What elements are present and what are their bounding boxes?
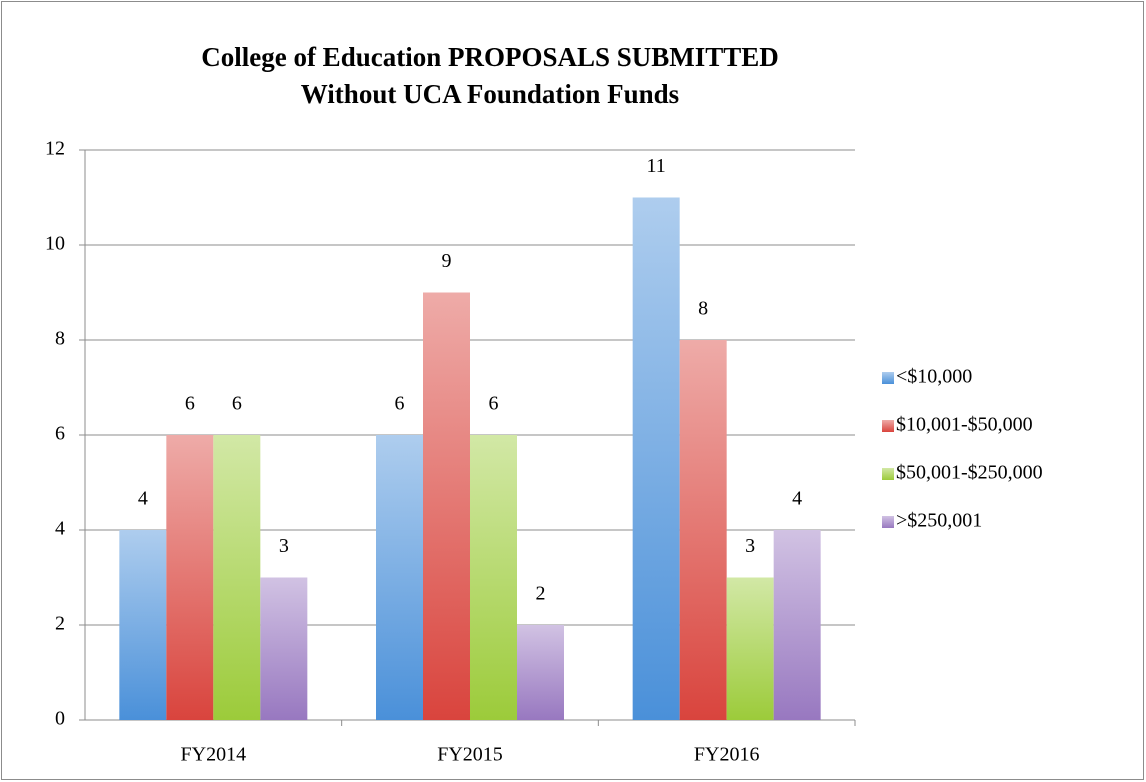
legend-swatch	[882, 420, 894, 432]
bar	[773, 530, 821, 720]
bar	[423, 292, 470, 720]
y-tick-label: 6	[55, 423, 65, 445]
chart-title: Without UCA Foundation Funds	[301, 79, 679, 109]
bar	[726, 577, 774, 720]
data-label: 9	[442, 250, 452, 272]
data-label: 11	[647, 155, 666, 177]
data-label: 8	[698, 298, 708, 320]
data-label: 2	[536, 583, 546, 605]
x-tick-label: FY2015	[437, 744, 503, 766]
data-label: 6	[232, 393, 242, 415]
bar	[679, 340, 727, 720]
legend-swatch	[882, 516, 894, 528]
data-label: 6	[395, 393, 405, 415]
legend-swatch	[882, 372, 894, 384]
x-tick-label: FY2014	[181, 744, 247, 766]
legend-label: $50,001-$250,000	[896, 462, 1043, 484]
legend-swatch	[882, 468, 894, 480]
y-tick-label: 0	[55, 708, 65, 730]
bar	[517, 625, 564, 720]
data-label: 6	[185, 393, 195, 415]
legend-label: <$10,000	[896, 366, 972, 388]
data-label: 3	[745, 535, 755, 557]
bar	[376, 435, 423, 720]
y-tick-label: 12	[45, 138, 65, 160]
y-tick-label: 2	[55, 613, 65, 635]
data-label: 6	[489, 393, 499, 415]
bar	[632, 197, 680, 720]
y-tick-label: 4	[55, 518, 65, 540]
y-tick-label: 8	[55, 328, 65, 350]
x-tick-label: FY2016	[694, 744, 760, 766]
data-label: 4	[792, 488, 802, 510]
chart-title: College of Education PROPOSALS SUBMITTED	[201, 42, 779, 72]
bar	[470, 435, 517, 720]
y-tick-label: 10	[45, 233, 65, 255]
bar	[119, 530, 167, 720]
bar	[213, 435, 261, 720]
bar	[166, 435, 214, 720]
legend-label: $10,001-$50,000	[896, 414, 1033, 436]
data-label: 3	[279, 535, 289, 557]
data-label: 4	[138, 488, 148, 510]
bar	[260, 577, 308, 720]
legend-label: >$250,001	[896, 510, 982, 532]
